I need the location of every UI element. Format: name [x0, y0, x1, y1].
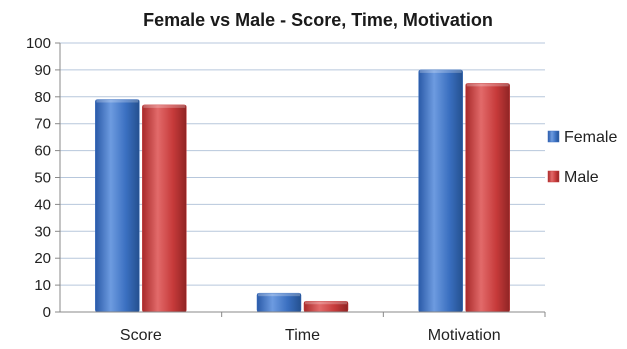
y-tick-label: 0 [43, 304, 51, 321]
bar-highlight [305, 301, 347, 305]
bar-male-score [142, 104, 187, 313]
y-tick-label: 90 [34, 62, 51, 79]
y-tick-label: 60 [34, 143, 51, 160]
y-axis-ticks: 0 10 20 30 40 50 60 70 80 90 100 [26, 35, 60, 321]
bars [95, 69, 510, 313]
bar-highlight [96, 99, 139, 103]
y-tick-label: 50 [34, 170, 51, 187]
axes [59, 43, 546, 317]
bar-highlight [419, 69, 462, 73]
gridlines [60, 42, 545, 286]
legend-swatch-male [547, 170, 560, 183]
legend-label-female: Female [564, 129, 617, 146]
y-tick-label: 40 [34, 196, 51, 213]
bar-male-motivation [465, 83, 510, 313]
x-axis-labels: Score Time Motivation [120, 327, 501, 344]
bar-highlight [258, 293, 300, 297]
y-tick-label: 80 [34, 89, 51, 106]
bar-highlight [143, 104, 186, 108]
legend: Female Male [547, 129, 617, 186]
y-tick-label: 10 [34, 277, 51, 294]
bar-female-score [95, 99, 140, 313]
x-tick-label: Time [285, 327, 320, 344]
y-tick-label: 30 [34, 223, 51, 240]
legend-label-male: Male [564, 169, 599, 186]
x-tick-label: Motivation [428, 327, 501, 344]
y-tick-label: 70 [34, 116, 51, 133]
bar-female-motivation [418, 69, 463, 313]
chart-title: Female vs Male - Score, Time, Motivation [143, 10, 493, 30]
y-tick-label: 20 [34, 250, 51, 267]
bar-highlight [466, 83, 509, 87]
x-tick-label: Score [120, 327, 162, 344]
legend-swatch-female [547, 130, 560, 143]
y-tick-label: 100 [26, 35, 51, 52]
